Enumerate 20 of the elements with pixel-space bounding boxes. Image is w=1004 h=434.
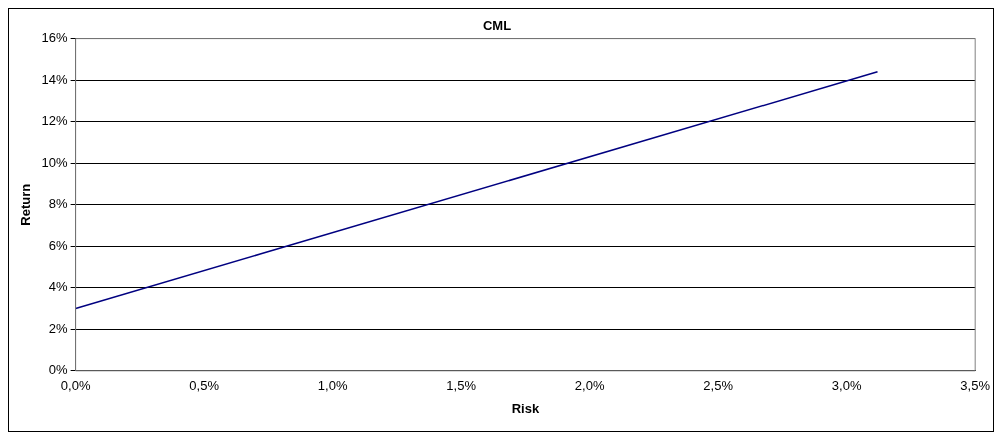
y-tick-label: 14% — [41, 71, 69, 87]
x-tick-label: 3,5% — [960, 378, 991, 394]
x-tick-label: 2,5% — [703, 378, 734, 394]
y-tick-label: 16% — [41, 30, 69, 46]
x-tick-label: 1,5% — [446, 378, 477, 394]
x-axis-title: Risk — [511, 400, 540, 416]
y-tick-label: 8% — [48, 196, 69, 212]
x-tick-label: 2,0% — [574, 378, 605, 394]
x-tick-label: 1,0% — [317, 378, 348, 394]
y-tick-label: 10% — [41, 154, 69, 170]
chart-title: CML — [482, 18, 512, 34]
y-tick-label: 2% — [48, 320, 69, 336]
x-tick-label: 0,0% — [60, 378, 91, 394]
y-tick-label: 6% — [48, 237, 69, 253]
x-tick-label: 0,5% — [189, 378, 220, 394]
y-axis-title: Return — [18, 183, 34, 226]
y-tick-label: 4% — [48, 279, 69, 295]
y-tick-label: 0% — [48, 362, 69, 378]
y-tick-label: 12% — [41, 113, 69, 129]
x-tick-label: 3,0% — [831, 378, 862, 394]
